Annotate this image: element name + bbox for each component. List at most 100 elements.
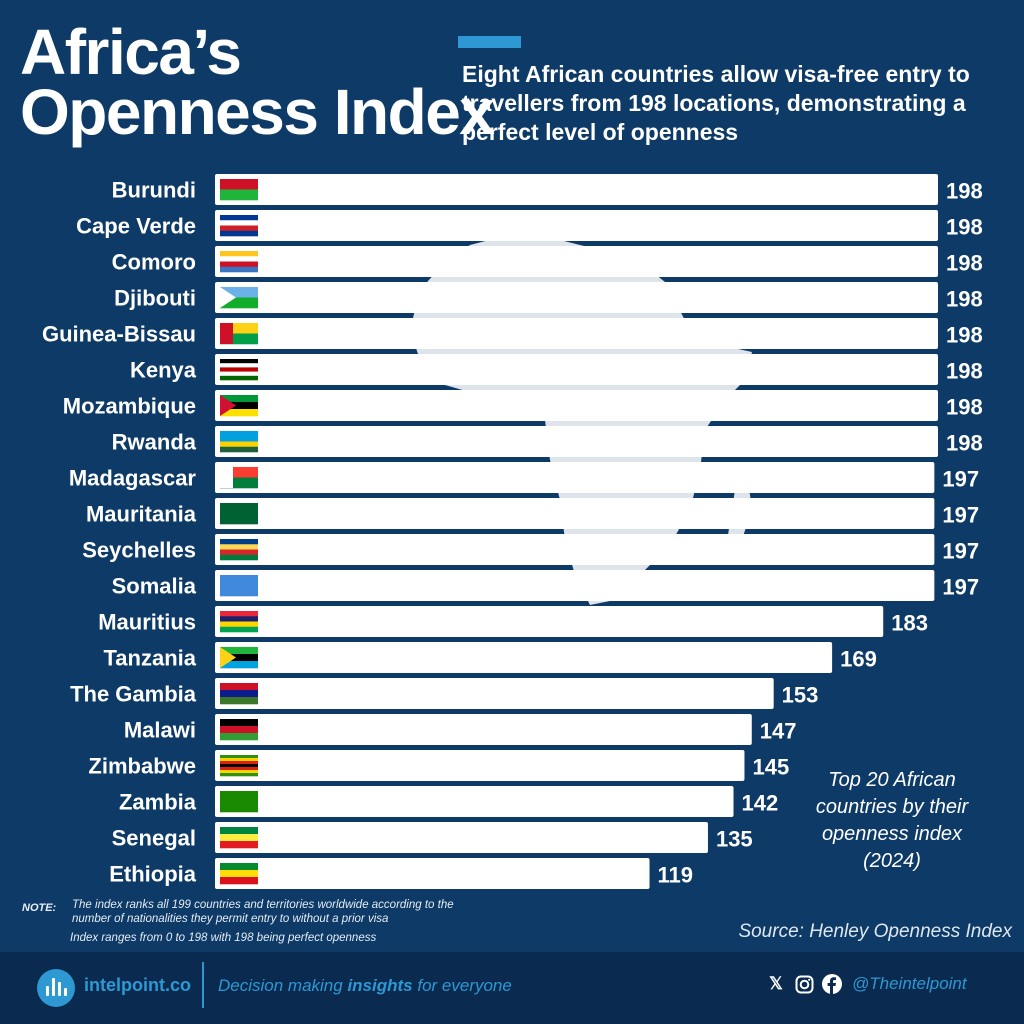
flag-stripe: [220, 441, 258, 448]
flag-stripe: [220, 477, 258, 489]
note-line: number of nationalities they permit entr…: [72, 913, 389, 925]
facebook-icon[interactable]: [822, 974, 842, 994]
flag-stripe: [220, 323, 258, 334]
category-label: Malawi: [124, 718, 196, 743]
flag-icon: [220, 503, 258, 525]
flag-stripe: [220, 409, 258, 417]
tagline: Decision making insights for everyone: [218, 976, 512, 995]
bar: [215, 786, 734, 817]
flag-stripe: [220, 726, 258, 734]
flag-stripe: [220, 256, 258, 262]
brand-link[interactable]: intelpoint.co: [84, 975, 191, 995]
bar: [215, 606, 884, 637]
flag-stripe: [220, 733, 258, 741]
flag-stripe: [220, 767, 258, 771]
value-label: 169: [840, 647, 877, 672]
flag-stripe: [220, 791, 258, 802]
category-label: Ethiopia: [109, 862, 197, 887]
value-label: 197: [942, 539, 979, 564]
flag-stripe: [220, 773, 258, 777]
accent-bar: [458, 36, 521, 48]
flag-stripe: [220, 261, 258, 268]
category-label: Somalia: [112, 574, 197, 599]
bar: [215, 750, 745, 781]
flag-icon: [220, 359, 258, 381]
flag-stripe: [220, 220, 258, 226]
bar: [215, 498, 935, 529]
flag-icon: [220, 755, 258, 777]
social-handle[interactable]: @Theintelpoint: [852, 974, 967, 993]
value-label: 198: [946, 323, 983, 348]
divider: [202, 962, 204, 1008]
flag-stripe: [220, 621, 258, 628]
flag-stripe: [220, 251, 258, 257]
flag-stripe: [220, 877, 258, 885]
value-label: 183: [891, 611, 928, 636]
flag-stripe: [220, 697, 258, 705]
flag-icon: [220, 539, 258, 561]
value-label: 197: [942, 467, 979, 492]
flag-stripe: [220, 503, 258, 514]
value-label: 147: [760, 719, 797, 744]
bar: [215, 462, 935, 493]
flag-icon: [220, 431, 258, 453]
chart-caption: Top 20 African countries by their openne…: [815, 769, 969, 872]
category-label: Mozambique: [63, 394, 196, 419]
flag-stripe: [220, 544, 258, 550]
bar: [215, 210, 938, 241]
instagram-icon[interactable]: [794, 974, 814, 994]
title-line-1: Africa’s: [20, 16, 242, 88]
flag-stripe: [220, 287, 258, 298]
value-label: 198: [946, 179, 983, 204]
category-label: Kenya: [130, 358, 197, 383]
category-label: Djibouti: [114, 286, 196, 311]
flag-icon: [220, 287, 258, 309]
flag-stripe: [220, 647, 258, 655]
social-links: 𝕏 @Theintelpoint: [766, 974, 967, 994]
flag-stripe: [220, 841, 258, 849]
bar: [215, 318, 938, 349]
source: Source: Henley Openness Index: [738, 921, 1012, 942]
category-label: Seychelles: [82, 538, 196, 563]
flag-stripe: [220, 575, 258, 597]
value-label: 198: [946, 395, 983, 420]
flag-icon: [220, 575, 258, 597]
flag-icon: [220, 251, 258, 273]
flag-stripe: [220, 333, 258, 345]
category-label: Zimbabwe: [88, 754, 196, 779]
x-icon[interactable]: 𝕏: [769, 974, 783, 993]
category-label: Tanzania: [103, 646, 196, 671]
category-label: The Gambia: [70, 682, 197, 707]
category-label: Burundi: [112, 178, 196, 203]
bar: [215, 822, 708, 853]
bar: [215, 246, 938, 277]
bar: [215, 426, 938, 457]
flag-stripe: [220, 446, 258, 453]
value-label: 198: [946, 359, 983, 384]
flag-icon: [220, 863, 258, 885]
flag-stripe: [220, 870, 258, 878]
flag-stripe: [220, 719, 258, 727]
category-label: Comoro: [112, 250, 196, 275]
flag-icon: [220, 611, 258, 633]
flag-stripe: [220, 375, 258, 381]
note-label: NOTE:: [22, 902, 57, 914]
flag-icon: [220, 215, 258, 237]
flag-stripe: [220, 549, 258, 556]
category-label: Rwanda: [112, 430, 197, 455]
flag-stripe: [220, 189, 258, 201]
title-line-2: Openness Index: [20, 76, 495, 148]
flag-stripe: [220, 554, 258, 561]
flag-stripe: [220, 467, 258, 478]
flag-stripe: [220, 363, 258, 368]
flag-icon: [220, 791, 258, 813]
flag-stripe: [220, 359, 258, 364]
flag-icon: [220, 827, 258, 849]
bar: [215, 858, 650, 889]
flag-icon: [220, 179, 258, 201]
flag-icon: [220, 467, 258, 489]
category-label: Cape Verde: [76, 214, 196, 239]
flag-triangle: [220, 647, 236, 668]
flag-stripe: [220, 539, 258, 545]
flag-stripe: [220, 436, 258, 442]
